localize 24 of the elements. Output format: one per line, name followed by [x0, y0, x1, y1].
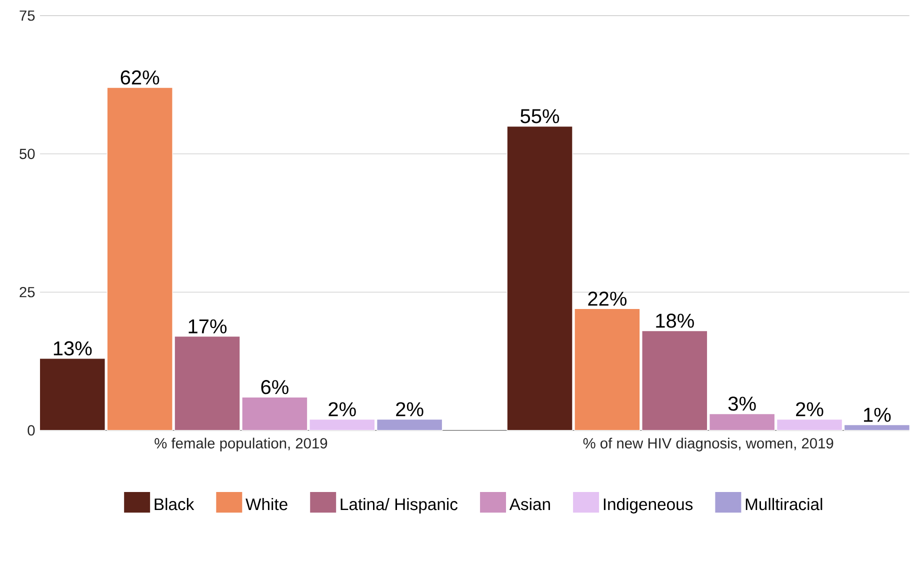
data-label: 2% — [796, 402, 824, 416]
data-label: 62% — [120, 70, 160, 85]
y-tick-label: 25 — [20, 286, 35, 298]
data-label: 2% — [328, 402, 356, 416]
legend-label: Mulltiracial — [746, 498, 822, 510]
data-label: 13% — [54, 341, 92, 356]
data-label: 17% — [188, 319, 227, 334]
y-tick-label: 0 — [28, 425, 35, 436]
data-label: 2% — [396, 402, 424, 416]
data-label: 55% — [520, 109, 560, 124]
legend-label: Asian — [509, 498, 550, 510]
legend-label: Latina/ Hispanic — [340, 498, 458, 514]
legend-label: Indigeneous — [604, 498, 693, 514]
data-label: 1% — [864, 408, 891, 422]
data-label: 6% — [261, 380, 288, 394]
legend-label: Black — [154, 498, 194, 510]
y-tick-label: 50 — [20, 148, 35, 160]
x-tick-label: % female population, 2019 — [154, 438, 328, 452]
data-label: 18% — [656, 314, 694, 328]
legend-label: White — [246, 498, 288, 510]
data-label: 22% — [588, 292, 626, 306]
x-tick-label: % of new HIV diagnosis, women, 2019 — [583, 438, 834, 452]
data-label: 3% — [728, 396, 756, 411]
y-tick-label: 75 — [20, 10, 35, 21]
